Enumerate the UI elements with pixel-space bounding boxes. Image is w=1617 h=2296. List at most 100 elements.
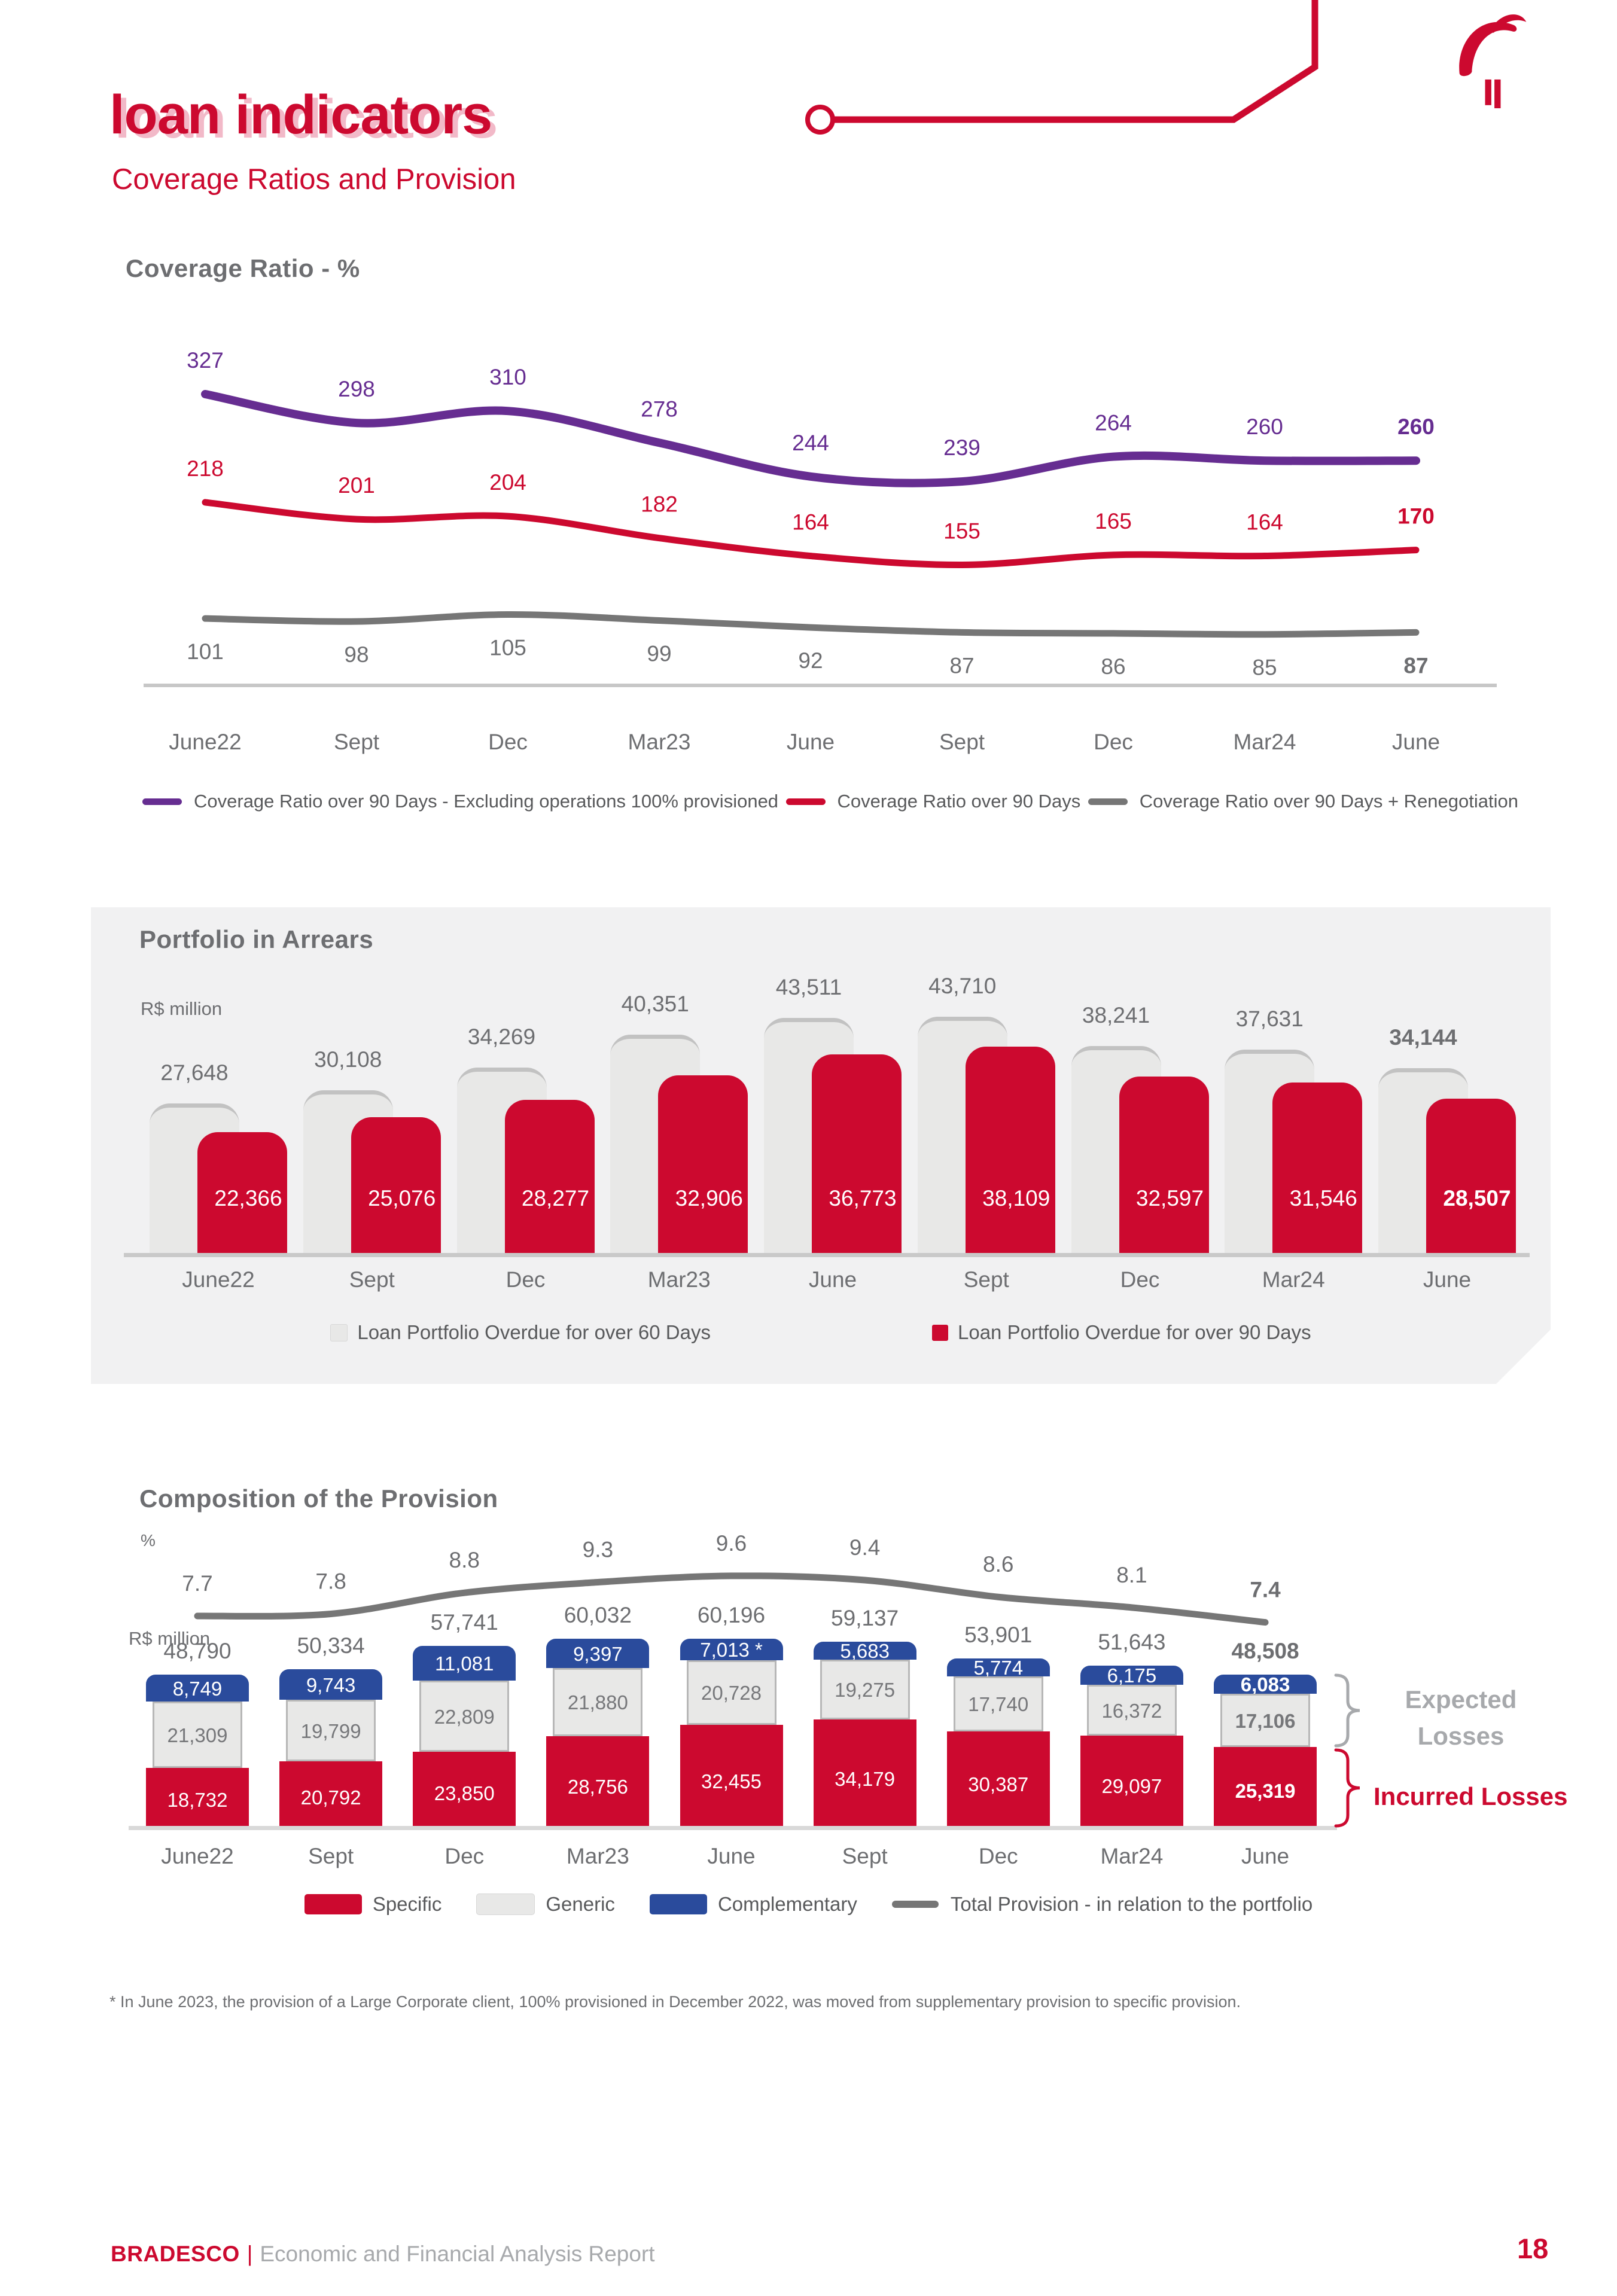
generic-swatch <box>476 1893 535 1915</box>
overdue-90-bar <box>658 1075 748 1253</box>
legend-label: Coverage Ratio over 90 Days - Excluding … <box>194 791 779 812</box>
legend-item: Coverage Ratio over 90 Days <box>785 791 1080 812</box>
footer-brand: BRADESCO <box>111 2242 240 2266</box>
data-label: 85 <box>1252 655 1277 680</box>
overdue-60-value: 43,511 <box>775 975 842 999</box>
x-axis-label: Dec <box>505 1267 546 1292</box>
overdue-90-value: 36,773 <box>829 1186 897 1210</box>
specific-segment <box>279 1761 383 1826</box>
specific-value: 20,792 <box>300 1786 361 1809</box>
data-label: 155 <box>943 519 980 544</box>
overdue-90-bar <box>812 1054 902 1253</box>
data-label: 310 <box>489 365 526 389</box>
complementary-swatch <box>649 1894 707 1914</box>
specific-value: 34,179 <box>835 1768 896 1791</box>
specific-value: 28,756 <box>567 1775 628 1798</box>
generic-segment: 21,309 <box>153 1702 242 1768</box>
data-label: 264 <box>1095 411 1132 435</box>
pct-label: 7.7 <box>182 1571 212 1596</box>
page-title: loan indicators <box>109 84 492 145</box>
overdue-90-value: 28,507 <box>1443 1186 1511 1210</box>
legend-item: Specific <box>304 1893 442 1916</box>
total-provision-path <box>194 1572 1269 1626</box>
data-label: 98 <box>344 642 369 667</box>
chart2-title: Portfolio in Arrears <box>139 925 374 953</box>
overdue-90-value: 32,906 <box>675 1186 743 1210</box>
data-label: 170 <box>1397 504 1435 529</box>
pct-label: 7.4 <box>1250 1578 1281 1602</box>
chart1-title: Coverage Ratio - % <box>126 254 360 282</box>
legend-label: Generic <box>546 1893 615 1915</box>
overdue-90-value: 28,277 <box>521 1186 590 1210</box>
gray-line-swatch <box>1088 798 1128 805</box>
data-label: 101 <box>187 639 224 664</box>
data-label: 239 <box>943 435 980 460</box>
x-axis-label: Dec <box>978 1844 1018 1868</box>
x-axis-label: Mar23 <box>647 1267 711 1292</box>
legend-item: Coverage Ratio over 90 Days + Renegotiat… <box>1088 791 1518 812</box>
expected-losses-brace <box>1334 1673 1360 1748</box>
overdue-90-bar <box>1119 1077 1209 1253</box>
series-line <box>201 389 1420 487</box>
chart3-pct-label: % <box>141 1531 156 1550</box>
data-label: 201 <box>338 473 375 498</box>
purple-line-swatch <box>142 798 182 805</box>
pct-label: 8.6 <box>983 1552 1013 1577</box>
chart1-legend: Coverage Ratio over 90 Days - Excluding … <box>142 791 1518 812</box>
data-label: 204 <box>489 470 526 495</box>
specific-segment <box>1214 1747 1317 1826</box>
x-axis-label: Mar24 <box>1262 1267 1325 1292</box>
overdue-60-value: 34,144 <box>1389 1025 1457 1050</box>
data-label: 164 <box>792 510 829 535</box>
overdue-90-value: 38,109 <box>982 1186 1050 1210</box>
total-provision-line: 7.7 7.8 8.8 9.3 9.6 9.4 8.6 8.1 7.4 <box>182 1531 1281 1626</box>
incurred-losses-brace <box>1334 1748 1360 1828</box>
overdue-60-value: 27,648 <box>160 1060 229 1085</box>
legend-item: Loan Portfolio Overdue for over 60 Days <box>330 1321 711 1344</box>
chart3-unit-label: R$ million <box>129 1628 211 1649</box>
overdue-90-value: 25,076 <box>368 1186 436 1210</box>
overdue-60-value: 38,241 <box>1082 1003 1150 1027</box>
x-axis-label: June22 <box>161 1844 234 1868</box>
overdue-90-bar <box>1426 1099 1516 1253</box>
footnote: * In June 2023, the provision of a Large… <box>109 1993 1241 2011</box>
chart2-unit-label: R$ million <box>141 998 223 1019</box>
series-line <box>202 611 1420 638</box>
overdue-90-bar <box>1272 1083 1363 1253</box>
page-number: 18 <box>1517 2233 1549 2264</box>
specific-segment <box>546 1736 650 1826</box>
data-label: 278 <box>641 397 678 421</box>
specific-value: 23,850 <box>434 1782 495 1804</box>
overdue-90-bar <box>504 1100 595 1253</box>
legend-label: Coverage Ratio over 90 Days + Renegotiat… <box>1139 791 1518 812</box>
legend-item: Total Provision - in relation to the por… <box>891 1893 1313 1916</box>
overdue-60-value: 37,631 <box>1235 1007 1304 1031</box>
x-axis-label: June <box>1392 730 1440 754</box>
x-axis-label: Mar24 <box>1100 1844 1164 1868</box>
specific-segment <box>946 1731 1050 1826</box>
legend-label: Specific <box>372 1893 442 1915</box>
bradesco-logo-icon <box>1459 14 1527 108</box>
data-label: 92 <box>798 648 823 673</box>
overdue-90-bar <box>965 1047 1055 1253</box>
x-axis-label: Mar23 <box>566 1844 629 1868</box>
losses-braces <box>1334 1673 1360 1828</box>
x-axis-label: Dec <box>1094 730 1133 754</box>
coverage-ratio-line-chart: 327 298 310 278 244 239 264 260 260 218 201 204 182 1… <box>144 348 1497 754</box>
x-axis-label: Dec <box>1120 1267 1160 1292</box>
overdue-60-value: 43,710 <box>928 974 997 998</box>
specific-value: 30,387 <box>968 1773 1029 1796</box>
generic-segment: 17,106 <box>1220 1694 1311 1747</box>
x-axis-label: June <box>787 730 835 754</box>
x-axis-label: Sept <box>349 1267 395 1292</box>
data-label: 244 <box>792 431 829 455</box>
chart3-title: Composition of the Provision <box>139 1484 498 1513</box>
page-subtitle: Coverage Ratios and Provision <box>112 163 516 196</box>
x-axis-label: Mar24 <box>1234 730 1296 754</box>
specific-value: 18,732 <box>167 1789 228 1812</box>
legend-label: Loan Portfolio Overdue for over 60 Days <box>357 1321 711 1343</box>
specific-value: 32,455 <box>701 1770 762 1793</box>
overdue-90-value: 22,366 <box>214 1186 282 1210</box>
legend-label: Total Provision - in relation to the por… <box>950 1893 1313 1915</box>
